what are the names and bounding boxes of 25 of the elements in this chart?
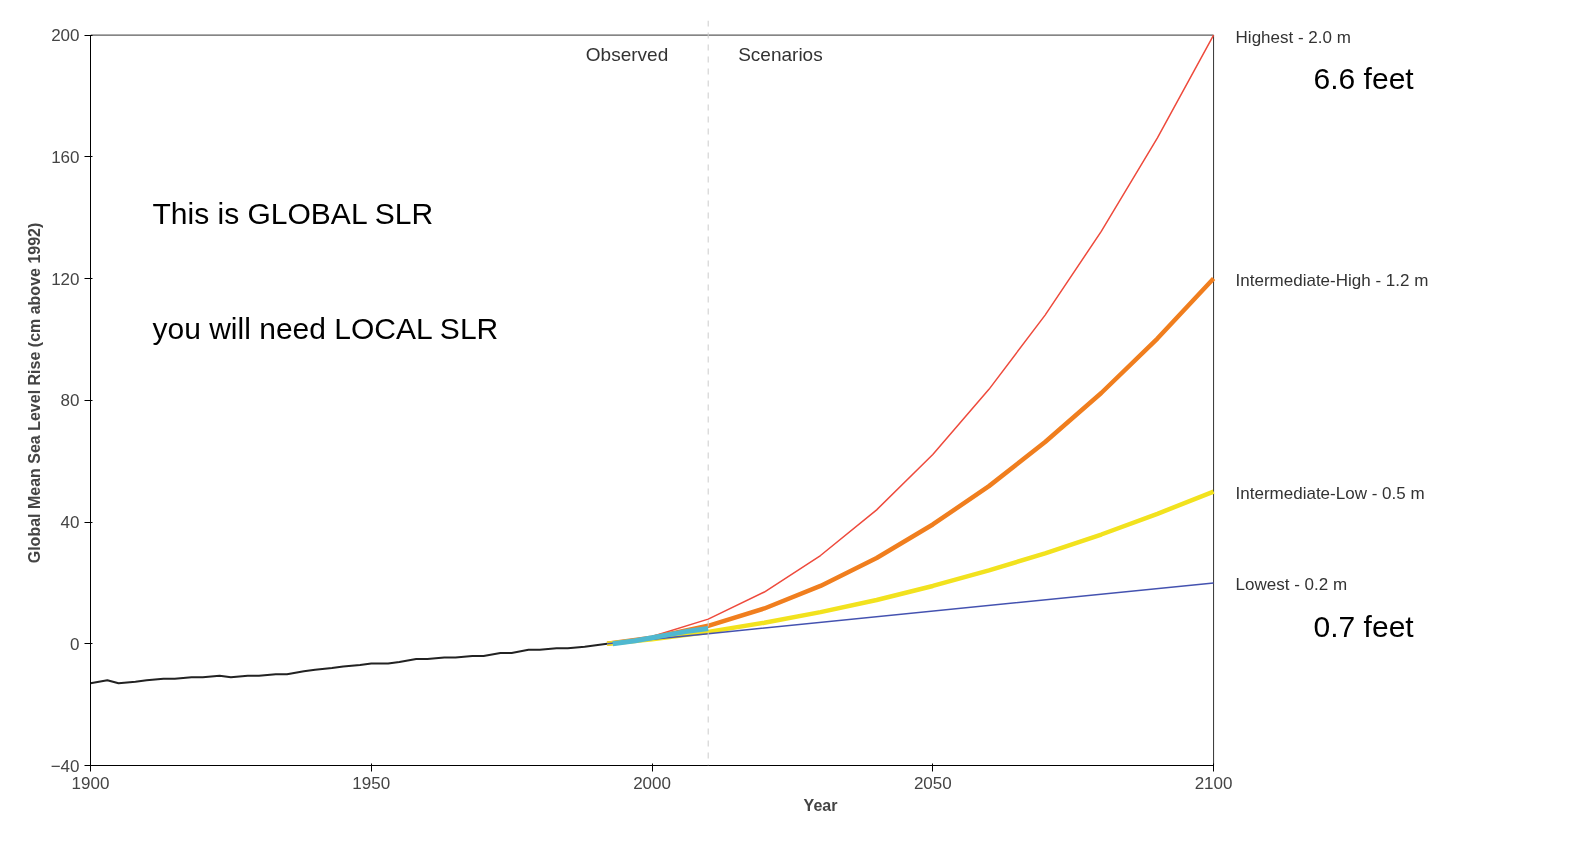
x-axis-title: Year <box>803 796 838 814</box>
x-tick-label: 2050 <box>913 773 952 793</box>
series-label: Intermediate-High - 1.2 m <box>1235 271 1429 291</box>
x-tick-label: 1950 <box>352 773 391 793</box>
text: 0.7 feet <box>1313 609 1415 643</box>
series-label: Lowest - 0.2 m <box>1235 575 1348 595</box>
y-tick-label: 200 <box>51 26 80 46</box>
y-axis-title: Global Mean Sea Level Rise (cm above 1992) <box>25 222 43 564</box>
y-tick-label: −40 <box>50 756 80 776</box>
x-tick-label: 1900 <box>71 773 110 793</box>
y-tick-label: 160 <box>51 147 80 167</box>
annotation: This is GLOBAL SLR <box>152 197 434 231</box>
series-label: Highest - 2.0 m <box>1235 27 1351 47</box>
x-tick-label: 2100 <box>1194 773 1233 793</box>
line-series <box>90 642 609 685</box>
text: 6.6 feet <box>1313 62 1415 96</box>
annotation: Observed <box>585 44 669 66</box>
series-label: Intermediate-Low - 0.5 m <box>1235 484 1425 504</box>
y-tick-label: 80 <box>60 391 80 411</box>
y-tick-label: 120 <box>51 269 80 289</box>
annotation: Scenarios <box>738 44 823 66</box>
y-tick-label: 0 <box>70 634 80 654</box>
y-tick-label: 40 <box>60 513 80 533</box>
annotation: you will need LOCAL SLR <box>152 312 499 346</box>
x-tick-label: 2000 <box>633 773 671 793</box>
